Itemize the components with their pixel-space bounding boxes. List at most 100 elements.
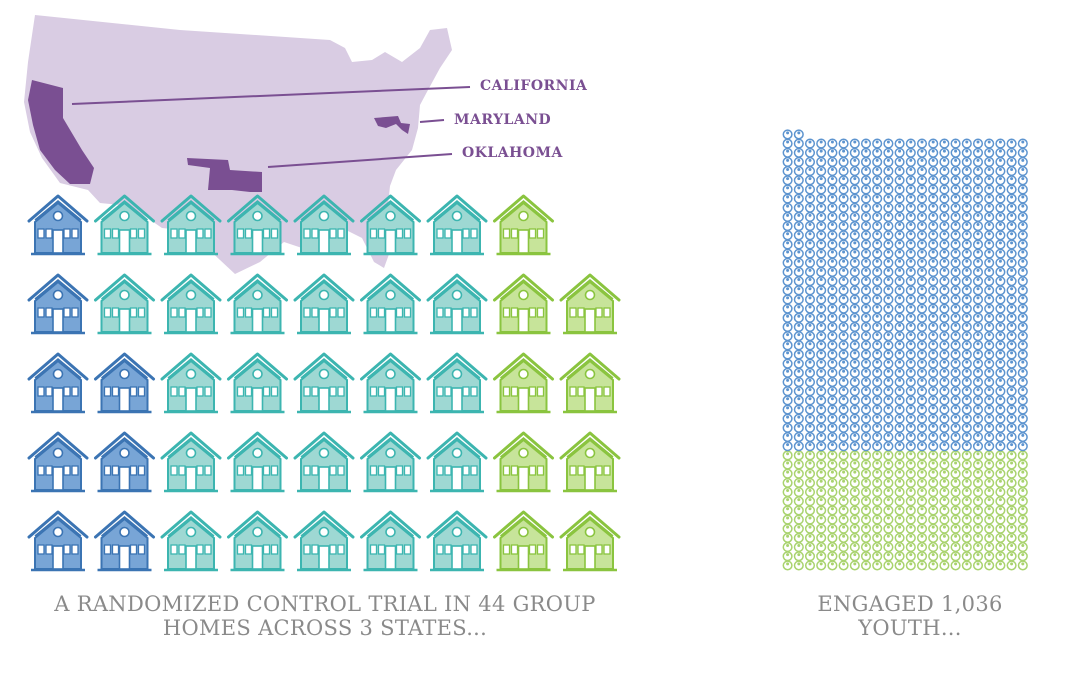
youth-person-icon xyxy=(939,276,950,287)
youth-person-icon xyxy=(984,221,995,232)
youth-person-icon xyxy=(905,487,916,498)
youth-person-icon xyxy=(995,450,1006,461)
youth-person-icon xyxy=(849,321,860,333)
youth-person-icon xyxy=(905,294,916,305)
youth-person-icon xyxy=(916,184,928,195)
youth-person-icon xyxy=(939,239,950,250)
youth-person-icon xyxy=(950,413,961,424)
group-home-icon xyxy=(227,510,288,572)
youth-person-icon xyxy=(849,422,860,433)
youth-person-icon xyxy=(928,294,939,305)
youth-person-icon xyxy=(849,542,860,553)
youth-person-icon xyxy=(804,386,816,397)
youth-person-icon xyxy=(916,376,928,388)
youth-person-icon xyxy=(793,487,804,498)
youth-person-icon xyxy=(1017,532,1028,543)
group-home-icon xyxy=(160,510,222,572)
youth-person-icon xyxy=(838,431,849,443)
youth-person-icon xyxy=(1006,459,1017,470)
youth-person-icon xyxy=(849,459,860,470)
youth-person-icon xyxy=(838,294,849,305)
youth-person-icon xyxy=(972,221,984,232)
youth-person-icon xyxy=(928,358,939,369)
youth-person-icon xyxy=(995,441,1006,452)
youth-person-icon xyxy=(995,496,1006,507)
youth-person-icon xyxy=(793,560,804,571)
youth-person-icon xyxy=(995,468,1006,479)
youth-person-icon xyxy=(883,496,894,507)
youth-person-icon xyxy=(872,404,883,415)
youth-person-icon xyxy=(782,404,793,415)
youth-person-icon xyxy=(782,386,793,397)
youth-person-icon xyxy=(1006,441,1017,452)
youth-person-icon xyxy=(1006,523,1017,534)
youth-person-icon xyxy=(972,542,984,553)
youth-person-icon xyxy=(793,175,804,186)
youth-person-icon xyxy=(793,441,804,452)
youth-person-icon xyxy=(1017,266,1028,278)
group-home-icon xyxy=(94,194,155,256)
youth-person-icon xyxy=(972,239,984,250)
youth-person-icon xyxy=(984,523,995,534)
youth-person-icon xyxy=(849,514,860,525)
youth-person-icon xyxy=(782,551,793,562)
youth-person-icon xyxy=(939,303,950,314)
youth-person-icon xyxy=(827,221,838,232)
youth-person-icon xyxy=(1006,193,1017,204)
youth-person-icon xyxy=(872,358,883,369)
youth-person-icon xyxy=(1006,276,1017,287)
youth-person-icon xyxy=(872,459,883,470)
youth-person-icon xyxy=(939,395,950,406)
maryland-shape xyxy=(374,116,410,134)
youth-person-icon xyxy=(972,248,984,259)
youth-person-icon xyxy=(939,551,950,562)
youth-person-icon xyxy=(905,221,916,232)
youth-person-icon xyxy=(849,523,860,534)
youth-person-icon xyxy=(972,404,984,415)
youth-person-icon xyxy=(827,294,838,305)
youth-person-icon xyxy=(838,496,849,507)
youth-person-icon xyxy=(972,450,984,461)
youth-person-icon xyxy=(804,560,816,571)
youth-person-icon xyxy=(995,514,1006,525)
youth-person-icon xyxy=(905,514,916,525)
youth-person-icon xyxy=(838,184,849,195)
youth-person-icon xyxy=(849,477,860,488)
youth-person-icon xyxy=(782,468,793,479)
youth-person-icon xyxy=(838,138,849,149)
youth-person-icon xyxy=(950,532,961,543)
youth-person-icon xyxy=(849,266,860,278)
california-label: CALIFORNIA xyxy=(480,78,588,94)
youth-person-icon xyxy=(916,358,928,369)
youth-person-icon xyxy=(838,175,849,186)
youth-person-icon xyxy=(961,175,972,186)
youth-person-icon xyxy=(838,532,849,543)
youth-person-icon xyxy=(995,477,1006,488)
youth-person-icon xyxy=(995,193,1006,204)
youth-person-icon xyxy=(1006,156,1017,167)
group-home-icon xyxy=(426,194,488,256)
youth-person-icon xyxy=(928,266,939,278)
youth-person-icon xyxy=(816,257,827,268)
youth-person-icon xyxy=(872,477,883,488)
youth-person-icon xyxy=(950,331,961,342)
youth-person-icon xyxy=(916,367,928,378)
youth-person-icon xyxy=(860,468,872,479)
youth-person-icon xyxy=(1017,294,1028,305)
youth-person-icon xyxy=(849,358,860,369)
youth-person-icon xyxy=(939,147,950,158)
youth-person-icon xyxy=(827,477,838,488)
maryland-label: MARYLAND xyxy=(454,112,552,128)
youth-person-icon xyxy=(928,523,939,534)
youth-person-icon xyxy=(782,367,793,378)
youth-person-icon xyxy=(916,468,928,479)
youth-person-icon xyxy=(995,358,1006,369)
youth-person-icon xyxy=(849,166,860,177)
youth-person-icon xyxy=(860,184,872,195)
youth-person-icon xyxy=(872,395,883,406)
youth-person-icon xyxy=(804,239,816,250)
youth-person-icon xyxy=(928,276,939,287)
youth-person-icon xyxy=(972,166,984,177)
youth-person-icon xyxy=(838,386,849,397)
youth-person-icon xyxy=(984,468,995,479)
